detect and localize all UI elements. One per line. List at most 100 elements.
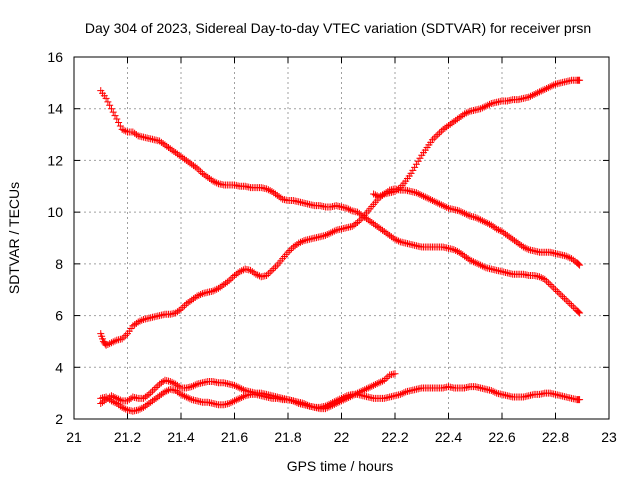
data-point <box>564 253 572 261</box>
x-tick-label: 21.6 <box>221 429 248 445</box>
data-point <box>181 302 189 310</box>
x-tick-label: 21.8 <box>274 429 301 445</box>
data-point <box>197 168 205 176</box>
data-point <box>173 381 181 389</box>
x-tick-label: 22.2 <box>381 429 408 445</box>
data-point <box>411 163 419 171</box>
data-point <box>477 261 485 269</box>
x-tick-label: 21 <box>66 429 82 445</box>
data-point <box>286 246 294 254</box>
data-point <box>464 108 472 116</box>
data-point <box>509 235 517 243</box>
data-point <box>207 176 215 184</box>
data-point <box>341 393 349 401</box>
data-point <box>437 127 445 135</box>
data-point <box>330 398 338 406</box>
data-point <box>273 191 281 199</box>
data-point <box>227 399 235 407</box>
data-point <box>371 191 379 199</box>
data-point <box>471 213 479 221</box>
data-point <box>464 255 472 263</box>
data-point <box>437 201 445 209</box>
data-point <box>236 268 244 276</box>
data-point <box>213 179 221 187</box>
data-point <box>109 338 117 346</box>
data-point <box>118 403 126 411</box>
data-point <box>116 122 124 130</box>
series-low-track-2 <box>97 383 584 415</box>
series-low-track-1 <box>97 370 399 413</box>
data-point <box>384 373 392 381</box>
data-point <box>191 163 199 171</box>
data-point <box>346 206 354 214</box>
data-point <box>452 116 460 124</box>
data-point <box>186 159 194 167</box>
data-point <box>546 281 554 289</box>
data-point <box>370 381 378 389</box>
data-point <box>423 194 431 202</box>
data-point <box>263 185 271 193</box>
data-point <box>525 93 533 101</box>
data-point <box>395 237 403 245</box>
data-point <box>234 383 242 391</box>
data-point <box>211 286 219 294</box>
data-point <box>191 293 199 301</box>
data-point <box>428 197 436 205</box>
data-point <box>268 187 276 195</box>
data-point <box>268 266 276 274</box>
x-tick-label: 22.6 <box>488 429 515 445</box>
data-point <box>386 231 394 239</box>
data-point <box>193 292 201 300</box>
data-point <box>420 192 428 200</box>
data-point <box>348 222 356 230</box>
data-point <box>277 194 285 202</box>
data-point <box>156 380 164 388</box>
data-point <box>546 83 554 91</box>
data-point <box>170 379 178 387</box>
data-point <box>543 84 551 92</box>
data-point <box>264 270 272 278</box>
data-point <box>362 385 370 393</box>
data-point <box>560 294 568 302</box>
data-point <box>175 383 183 391</box>
data-point <box>116 396 124 404</box>
data-point <box>535 273 543 281</box>
data-point <box>475 215 483 223</box>
data-point <box>371 381 379 389</box>
data-point <box>432 132 440 140</box>
data-point <box>366 383 374 391</box>
series-descending-track-1 <box>97 87 584 317</box>
data-point <box>211 178 219 186</box>
data-point <box>165 144 173 151</box>
data-point <box>152 394 160 402</box>
data-point <box>115 401 123 409</box>
data-point <box>186 297 194 305</box>
data-point <box>191 381 199 389</box>
data-point <box>163 142 171 150</box>
data-point <box>238 267 246 275</box>
data-point <box>122 331 130 339</box>
data-point <box>177 305 185 313</box>
y-tick-label: 14 <box>47 101 63 117</box>
data-point <box>172 309 180 317</box>
data-point <box>553 287 561 295</box>
data-point <box>107 339 115 347</box>
data-point <box>247 266 255 274</box>
data-point <box>270 189 278 197</box>
data-point <box>182 393 190 401</box>
data-point <box>182 156 190 164</box>
data-point <box>150 396 158 404</box>
data-point <box>516 240 524 248</box>
data-point <box>448 119 456 127</box>
data-point <box>325 230 333 238</box>
data-point <box>425 195 433 203</box>
data-point <box>184 394 192 402</box>
data-point <box>122 405 130 413</box>
data-point <box>189 295 197 303</box>
data-point <box>409 166 417 174</box>
data-point <box>486 220 494 228</box>
data-point <box>414 157 422 165</box>
data-point <box>156 392 164 400</box>
data-point <box>132 131 140 139</box>
data-point <box>466 256 474 264</box>
